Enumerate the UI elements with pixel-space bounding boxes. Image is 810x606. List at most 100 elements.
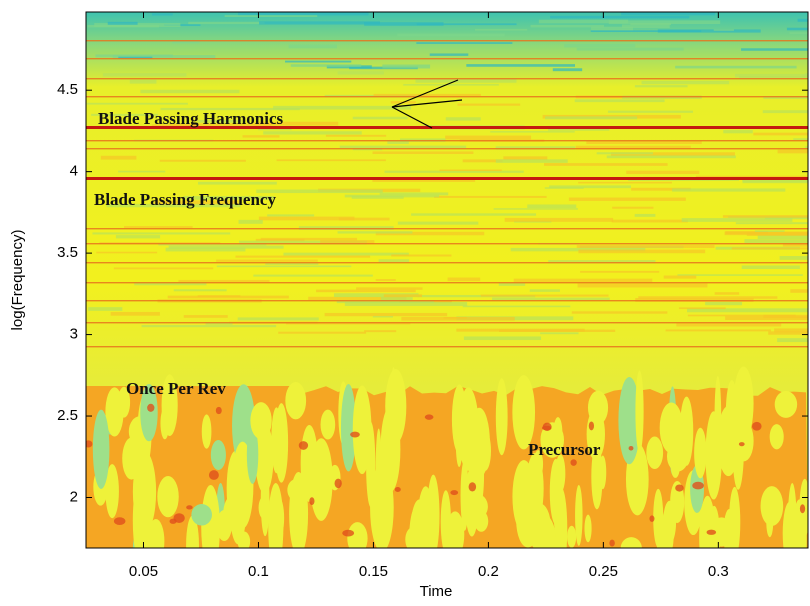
texture — [253, 274, 373, 277]
texture — [762, 110, 808, 114]
blob — [706, 529, 717, 535]
texture — [416, 23, 517, 26]
texture — [115, 235, 161, 239]
texture — [777, 149, 808, 154]
texture — [364, 330, 397, 333]
blob — [160, 407, 170, 440]
blob — [733, 366, 754, 441]
harmonic-line — [86, 140, 808, 142]
texture — [734, 73, 808, 78]
y-tick-label: 3 — [70, 326, 78, 343]
texture — [764, 217, 808, 220]
texture — [568, 197, 686, 201]
texture — [713, 29, 734, 31]
texture — [382, 64, 431, 69]
texture — [457, 103, 521, 106]
blob — [769, 424, 784, 450]
texture — [151, 13, 173, 16]
blob — [208, 470, 219, 480]
texture — [510, 247, 646, 252]
texture — [513, 278, 653, 283]
blob — [495, 378, 508, 456]
arrow — [391, 79, 463, 129]
y-tick-label: 3.5 — [57, 244, 78, 261]
blob — [774, 390, 798, 418]
texture — [725, 231, 768, 235]
texture — [411, 213, 537, 216]
texture — [578, 181, 672, 184]
texture — [495, 146, 576, 150]
blob — [320, 409, 336, 440]
harmonic-line — [86, 243, 808, 245]
blob — [666, 441, 689, 472]
y-tick-label: 2.5 — [57, 407, 78, 424]
texture — [456, 328, 585, 332]
texture — [681, 218, 793, 222]
texture — [735, 222, 808, 225]
texture — [610, 152, 735, 156]
texture — [183, 196, 275, 200]
texture — [607, 110, 693, 113]
texture — [283, 252, 409, 256]
texture — [635, 298, 754, 302]
blob — [694, 427, 707, 479]
texture — [779, 255, 808, 260]
texture — [391, 254, 452, 257]
texture — [254, 121, 339, 126]
texture — [276, 159, 386, 162]
texture — [574, 99, 665, 103]
texture — [259, 21, 380, 25]
blob — [734, 420, 754, 462]
texture — [456, 316, 574, 321]
plot-area — [86, 12, 808, 548]
annotation: Blade Passing Harmonics — [98, 109, 284, 128]
texture — [596, 152, 654, 155]
texture — [397, 221, 479, 225]
texture — [578, 249, 706, 254]
texture — [375, 279, 396, 282]
texture — [434, 195, 547, 198]
texture — [337, 71, 384, 75]
blob — [342, 529, 355, 537]
texture — [687, 314, 796, 317]
texture — [586, 141, 702, 144]
texture — [257, 128, 292, 131]
texture — [466, 64, 576, 67]
texture — [676, 323, 782, 327]
texture — [129, 79, 157, 84]
texture — [124, 226, 193, 229]
texture — [714, 292, 740, 295]
texture — [768, 331, 808, 335]
texture — [169, 123, 272, 126]
annotation: Precursor — [528, 440, 601, 459]
blob — [450, 490, 459, 496]
texture — [165, 247, 246, 252]
texture — [167, 295, 289, 299]
texture — [731, 247, 808, 250]
texture — [630, 22, 672, 26]
blob — [711, 517, 732, 547]
texture — [178, 279, 270, 283]
texture — [462, 305, 571, 308]
texture — [333, 293, 419, 298]
blob — [635, 370, 644, 453]
texture — [238, 12, 369, 16]
blob — [464, 466, 479, 537]
texture — [621, 12, 716, 16]
texture — [504, 217, 614, 222]
texture — [663, 275, 697, 279]
texture — [564, 43, 636, 48]
harmonic-line — [86, 262, 808, 264]
texture — [100, 155, 137, 160]
texture — [786, 27, 808, 31]
texture — [168, 245, 284, 249]
texture — [695, 175, 808, 178]
low-region — [86, 386, 296, 396]
texture — [678, 307, 726, 310]
blob — [298, 441, 309, 450]
annotation: Blade Passing Frequency — [94, 190, 276, 209]
texture — [757, 235, 808, 239]
texture — [397, 33, 505, 37]
texture — [255, 238, 305, 242]
